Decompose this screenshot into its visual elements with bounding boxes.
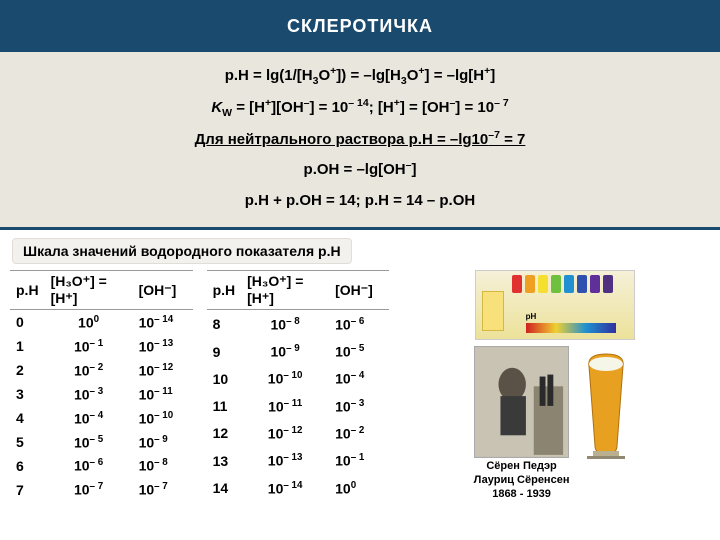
cell-ph: 8	[207, 310, 242, 338]
cell-oh: 10– 13	[133, 334, 193, 358]
table-row: 810– 810– 6	[207, 310, 390, 338]
cell-ph: 9	[207, 338, 242, 365]
cell-ph: 13	[207, 447, 242, 474]
formula-4: p.OH = –lg[OH–]	[0, 156, 720, 185]
cell-h: 100	[45, 310, 133, 335]
col-oh: [OH⁻]	[329, 271, 389, 310]
cell-ph: 14	[207, 474, 242, 501]
table-row: 310– 310– 11	[10, 382, 193, 406]
col-h: [H₃O⁺] = [H⁺]	[241, 271, 329, 310]
cell-ph: 7	[10, 478, 45, 502]
cell-ph: 0	[10, 310, 45, 335]
table-row: 010010– 14	[10, 310, 193, 335]
cell-h: 10– 2	[45, 358, 133, 382]
table-row: 610– 610– 8	[10, 454, 193, 478]
cell-h: 10– 13	[241, 447, 329, 474]
cell-oh: 10– 6	[329, 310, 389, 338]
cell-h: 10– 5	[45, 430, 133, 454]
side-images: pH Сёрен Педэр Лауриц	[399, 270, 710, 501]
slide-header: СКЛЕРОТИЧКА	[0, 0, 720, 52]
col-ph: p.H	[10, 271, 45, 310]
cell-ph: 11	[207, 392, 242, 419]
cell-oh: 10– 11	[133, 382, 193, 406]
ph-tables: p.H [H₃O⁺] = [H⁺] [OH⁻] 010010– 14110– 1…	[10, 270, 389, 501]
cell-ph: 4	[10, 406, 45, 430]
cell-ph: 12	[207, 420, 242, 447]
cell-ph: 5	[10, 430, 45, 454]
cell-ph: 1	[10, 334, 45, 358]
ph-strip	[512, 275, 522, 293]
cell-h: 10– 6	[45, 454, 133, 478]
cell-oh: 10– 2	[329, 420, 389, 447]
cell-h: 10– 1	[45, 334, 133, 358]
cell-ph: 10	[207, 365, 242, 392]
ph-table-left: p.H [H₃O⁺] = [H⁺] [OH⁻] 010010– 14110– 1…	[10, 270, 193, 501]
ph-strip	[603, 275, 613, 293]
formula-3: Для нейтрального раствора p.H = –lg10–7 …	[0, 126, 720, 155]
cell-h: 10– 14	[241, 474, 329, 501]
ph-strip	[525, 275, 535, 293]
cell-oh: 10– 12	[133, 358, 193, 382]
ph-strip	[538, 275, 548, 293]
sorensen-portrait	[474, 346, 569, 458]
col-ph: p.H	[207, 271, 242, 310]
ph-strip	[551, 275, 561, 293]
cell-h: 10– 4	[45, 406, 133, 430]
cell-oh: 100	[329, 474, 389, 501]
col-h: [H₃O⁺] = [H⁺]	[45, 271, 133, 310]
portrait-caption: Сёрен Педэр Лауриц Сёренсен 1868 - 1939	[474, 460, 570, 501]
cell-h: 10– 3	[45, 382, 133, 406]
formula-2: KW = [H+][OH–] = 10– 14; [H+] = [OH–] = …	[0, 94, 720, 124]
subtitle: Шкала значений водородного показателя p.…	[12, 238, 352, 264]
table-row: 710– 710– 7	[10, 478, 193, 502]
cell-ph: 3	[10, 382, 45, 406]
cell-oh: 10– 5	[329, 338, 389, 365]
cell-oh: 10– 7	[133, 478, 193, 502]
cell-h: 10– 12	[241, 420, 329, 447]
table-row: 1110– 1110– 3	[207, 392, 390, 419]
cell-oh: 10– 1	[329, 447, 389, 474]
cell-oh: 10– 3	[329, 392, 389, 419]
photo-row: Сёрен Педэр Лауриц Сёренсен 1868 - 1939	[474, 346, 636, 501]
cell-oh: 10– 14	[133, 310, 193, 335]
cell-h: 10– 8	[241, 310, 329, 338]
cell-h: 10– 9	[241, 338, 329, 365]
cell-h: 10– 11	[241, 392, 329, 419]
ph-strip	[577, 275, 587, 293]
table-row: 910– 910– 5	[207, 338, 390, 365]
slide-title: СКЛЕРОТИЧКА	[287, 16, 433, 37]
beer-glass-image	[577, 346, 635, 461]
formula-1: p.H = lg(1/[H3O+]) = –lg[H3O+] = –lg[H+]	[0, 62, 720, 92]
cell-ph: 6	[10, 454, 45, 478]
table-row: 1210– 1210– 2	[207, 420, 390, 447]
cell-oh: 10– 10	[133, 406, 193, 430]
table-row: 110– 110– 13	[10, 334, 193, 358]
table-row: 210– 210– 12	[10, 358, 193, 382]
table-row: 1410– 14100	[207, 474, 390, 501]
table-row: 1310– 1310– 1	[207, 447, 390, 474]
formulas-block: p.H = lg(1/[H3O+]) = –lg[H3O+] = –lg[H+]…	[0, 52, 720, 230]
ph-strip	[590, 275, 600, 293]
table-row: 1010– 1010– 4	[207, 365, 390, 392]
portrait-wrapper: Сёрен Педэр Лауриц Сёренсен 1868 - 1939	[474, 346, 570, 501]
cell-ph: 2	[10, 358, 45, 382]
cell-oh: 10– 8	[133, 454, 193, 478]
table-row: 410– 410– 10	[10, 406, 193, 430]
formula-5: p.H + p.OH = 14; p.H = 14 – p.OH	[0, 187, 720, 216]
cell-h: 10– 10	[241, 365, 329, 392]
ph-table-right: p.H [H₃O⁺] = [H⁺] [OH⁻] 810– 810– 6910– …	[207, 270, 390, 501]
col-oh: [OH⁻]	[133, 271, 193, 310]
main-content: p.H [H₃O⁺] = [H⁺] [OH⁻] 010010– 14110– 1…	[0, 270, 720, 501]
cell-oh: 10– 9	[133, 430, 193, 454]
ph-strip	[564, 275, 574, 293]
table-row: 510– 510– 9	[10, 430, 193, 454]
ph-paper-image: pH	[475, 270, 635, 340]
cell-h: 10– 7	[45, 478, 133, 502]
cell-oh: 10– 4	[329, 365, 389, 392]
